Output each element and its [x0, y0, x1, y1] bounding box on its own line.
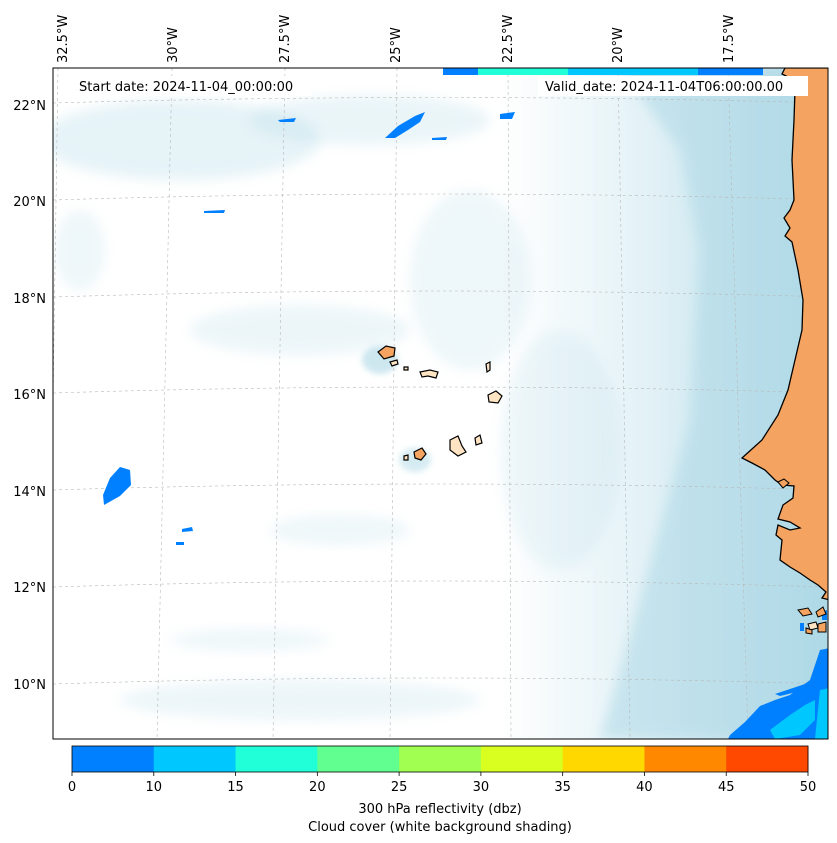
colorbar-tick-label: 50: [800, 780, 817, 795]
colorbar-tick-label: 15: [227, 780, 244, 795]
colorbar: 0 10 15 20 25 30 35 40 45 50 300 hPa reflectivity…: [68, 745, 816, 835]
lat-label: 14°N: [13, 485, 46, 500]
coast-islands-guinea: [817, 621, 827, 633]
colorbar-label-line1: 300 hPa reflectivity (dbz): [358, 802, 521, 817]
island-boa-vista: [487, 390, 503, 404]
colorbar-tick-label: 45: [718, 780, 735, 795]
parallel-12n: [53, 580, 828, 588]
reflectivity-layer: [103, 112, 828, 739]
colorbar-tick-label: 25: [391, 780, 408, 795]
lat-label: 20°N: [13, 195, 46, 210]
reflectivity-cell: [770, 700, 815, 739]
colorbar-tick-label: 40: [636, 780, 653, 795]
map-content: Start date: 2024-11-04_00:00:00 Valid_da…: [53, 68, 828, 739]
reflectivity-cell: [432, 137, 447, 140]
parallel-22n: [53, 97, 828, 104]
colorbar-tick-label: 35: [554, 780, 571, 795]
colorbar-cell: [726, 746, 809, 772]
lon-label: 22.5°W: [501, 15, 516, 63]
top-reflectivity-band: [443, 68, 763, 75]
colorbar-tick-label: 30: [473, 780, 490, 795]
island-fogo: [413, 447, 427, 461]
lon-label: 27.5°W: [278, 15, 293, 63]
meridian-27-5w: [272, 68, 286, 739]
lon-label: 20°W: [611, 27, 626, 63]
meridian-22-5w: [507, 68, 512, 739]
reflectivity-cell: [176, 542, 184, 545]
coast-notch: [777, 478, 790, 489]
coast-islands-guinea: [797, 607, 813, 617]
lat-label: 10°N: [13, 678, 46, 693]
coast-islands-guinea: [815, 606, 827, 618]
meridian-25w: [389, 68, 398, 739]
longitude-labels: 32.5°W 30°W 27.5°W 25°W 22.5°W 20°W 17.5…: [56, 15, 737, 63]
reflectivity-cell: [500, 112, 515, 119]
island-sao-vicente: [389, 359, 399, 367]
lon-label: 17.5°W: [722, 15, 737, 63]
coast-islands-guinea: [805, 627, 813, 635]
reflectivity-cell: [800, 623, 804, 631]
map-frame: [52, 67, 829, 740]
island-santo-antao: [377, 345, 396, 360]
reflectivity-cell: [775, 684, 805, 696]
colorbar-tick-label: 0: [68, 780, 76, 795]
lon-label: 32.5°W: [56, 15, 71, 63]
lat-label: 16°N: [13, 388, 46, 403]
reflectivity-cell: [278, 118, 296, 122]
lat-label: 12°N: [13, 581, 46, 596]
meridian-17-5w: [727, 68, 749, 739]
lat-label: 22°N: [13, 99, 46, 114]
meridian-30w: [156, 68, 173, 739]
colorbar-label-line2: Cloud cover (white background shading): [308, 820, 572, 835]
colorbar-ticks: 0 10 15 20 25 30 35 40 45 50: [68, 772, 816, 795]
start-date-box: [71, 76, 311, 96]
cloud-cover-layer: [53, 68, 828, 739]
meridian-20w: [617, 68, 631, 739]
colorbar-cell: [480, 746, 564, 772]
colorbar-cell: [317, 746, 400, 772]
colorbar-cell: [644, 746, 727, 772]
parallel-10n: [53, 677, 828, 685]
latitude-labels: 22°N 20°N 18°N 16°N 14°N 12°N 10°N: [13, 99, 46, 693]
parallel-18n: [53, 290, 828, 298]
lon-label: 30°W: [166, 27, 181, 63]
cape-verde-islands: [377, 345, 503, 461]
colorbar-cell: [235, 746, 318, 772]
graticule: [53, 68, 828, 739]
lon-label: 25°W: [389, 27, 404, 63]
colorbar-cell: [153, 746, 237, 772]
parallel-14n: [53, 483, 828, 491]
reflectivity-cell: [385, 112, 425, 138]
start-date-label: Start date: 2024-11-04_00:00:00: [79, 80, 293, 95]
valid-date-box: [538, 76, 808, 96]
reflectivity-cell: [103, 467, 131, 505]
colorbar-cells: [72, 746, 809, 772]
colorbar-outline: [71, 745, 809, 773]
reflectivity-cell: [182, 527, 193, 532]
island-santiago: [449, 435, 467, 457]
colorbar-tick-label: 10: [146, 780, 163, 795]
reflectivity-cell: [815, 688, 828, 739]
colorbar-cell: [72, 746, 155, 772]
africa-coast: [740, 68, 828, 601]
colorbar-cell: [399, 746, 482, 772]
colorbar-cell: [562, 746, 645, 772]
parallel-20n: [53, 193, 828, 201]
island-brava: [403, 454, 409, 461]
colorbar-tick-label: 20: [309, 780, 326, 795]
island-sal: [485, 361, 491, 374]
reflectivity-cell: [204, 210, 225, 213]
lat-label: 18°N: [13, 292, 46, 307]
island-maio: [474, 434, 483, 446]
island-santa-luzia: [403, 366, 409, 371]
parallel-16n: [53, 386, 828, 394]
island-sao-nicolau: [419, 369, 439, 379]
valid-date-label: Valid_date: 2024-11-04T06:00:00.00: [545, 80, 783, 95]
